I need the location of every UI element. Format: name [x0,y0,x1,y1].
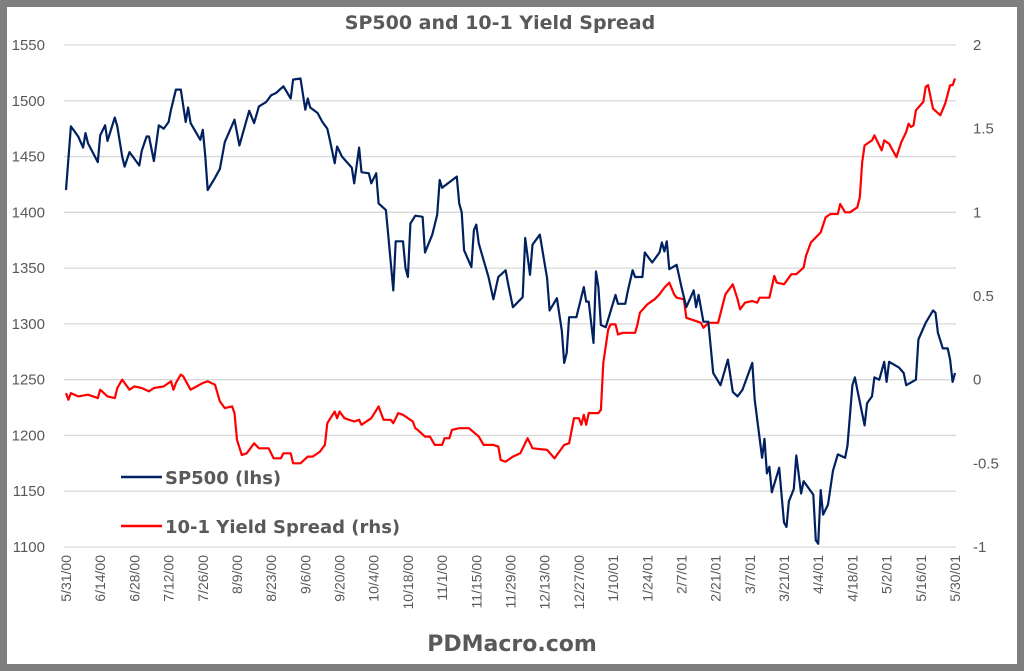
left-y-tick-label: 1250 [12,372,45,389]
x-tick-label: 8/23/00 [263,555,279,602]
right-y-tick-label: -1 [973,539,986,556]
x-tick-label: 12/27/00 [571,555,587,610]
right-y-tick-label: -0.5 [973,455,999,472]
right-y-tick-label: 1 [973,204,981,221]
left-y-tick-label: 1300 [12,316,45,333]
left-y-tick-label: 1100 [13,539,45,556]
x-tick-label: 11/15/00 [468,555,484,609]
x-tick-label: 11/29/00 [503,555,519,609]
right-y-tick-label: 0.5 [973,288,994,305]
x-axis: 5/31/00 6/14/00 6/28/00 7/12/00 7/26/00 8/9/0… [58,555,963,610]
gridlines [64,44,956,548]
x-tick-label: 5/30/01 [947,555,963,602]
x-tick-label: 9/6/00 [297,555,313,594]
left-y-tick-label: 1550 [12,37,45,54]
chart-area [7,7,1017,664]
x-tick-label: 3/21/01 [776,555,792,602]
x-tick-label: 2/21/01 [708,555,724,602]
legend-label-yield-spread: 10-1 Yield Spread (rhs) [165,517,400,538]
left-y-tick-label: 1450 [12,149,45,166]
series-lines [64,77,957,545]
x-tick-label: 1/24/01 [639,555,655,602]
x-tick-label: 10/18/00 [400,555,416,610]
right-y-tick-label: 2 [973,37,981,54]
x-tick-label: 7/12/00 [161,555,177,602]
legend-label-sp500: SP500 (lhs) [165,468,281,489]
x-tick-label: 11/1/00 [434,555,450,601]
left-y-tick-label: 1400 [12,204,45,221]
x-tick-label: 6/28/00 [126,555,142,602]
sp500-line [64,77,957,545]
x-tick-label: 5/2/01 [879,555,895,594]
x-tick-label: 7/26/00 [195,555,211,602]
legend: SP500 (lhs) 10-1 Yield Spread (rhs) [121,468,400,538]
x-tick-label: 6/14/00 [92,555,108,602]
right-y-tick-label: 1.5 [973,121,994,138]
footer-watermark: PDMacro.com [427,632,597,657]
x-tick-label: 4/18/01 [844,555,860,602]
x-tick-label: 3/7/01 [742,555,758,594]
left-y-tick-label: 1150 [13,483,45,500]
x-tick-label: 5/16/01 [913,555,929,602]
left-y-tick-label: 1500 [12,93,45,110]
left-y-tick-label: 1200 [12,427,45,444]
right-y-axis: -1 -0.5 0 0.5 1 1.5 2 [973,37,999,556]
x-tick-label: 5/31/00 [58,555,74,602]
x-tick-label: 2/7/01 [673,555,689,594]
x-tick-label: 10/4/00 [366,555,382,602]
x-tick-label: 1/10/01 [605,555,621,602]
x-tick-label: 12/13/00 [537,555,553,610]
right-y-tick-label: 0 [973,372,981,389]
left-y-axis: 1100 1150 1200 1250 1300 1350 1400 1450 1500 1550 [12,37,45,556]
x-tick-label: 4/4/01 [810,555,826,594]
chart-title: SP500 and 10-1 Yield Spread [345,12,655,34]
x-tick-label: 9/20/00 [332,555,348,602]
left-y-tick-label: 1350 [12,260,45,277]
yield-spread-line [64,78,957,465]
x-tick-label: 8/9/00 [229,555,245,594]
